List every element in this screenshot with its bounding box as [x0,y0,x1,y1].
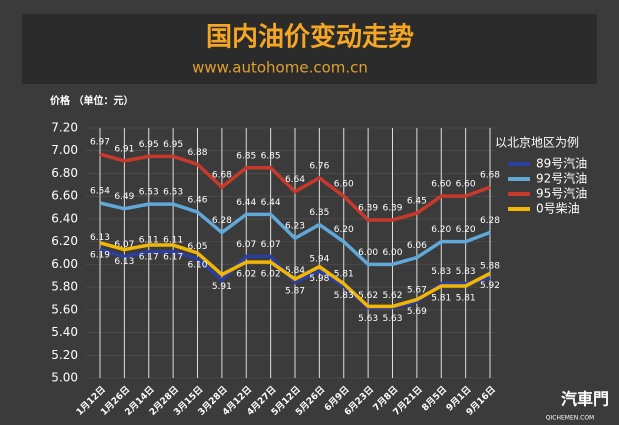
data-label: 6.88 [187,148,207,158]
data-label: 6.02 [261,270,281,280]
data-label: 5.62 [358,291,378,301]
data-label: 6.23 [285,222,305,232]
data-label: 6.28 [480,216,500,226]
data-label: 5.91 [212,282,232,292]
y-tick-label: 5.80 [51,280,78,294]
data-label: 5.88 [480,262,500,272]
y-tick-label: 5.20 [51,348,78,362]
y-axis-label: 价格 （单位：元） [50,94,133,107]
data-label: 6.44 [261,198,281,208]
data-label: 6.91 [114,144,134,154]
data-label: 6.28 [212,216,232,226]
data-label: 5.67 [407,285,427,295]
data-label: 5.83 [456,267,476,277]
chart-subtitle: www.autohome.com.cn [192,59,368,77]
data-label: 6.39 [358,204,378,214]
legend-label: 95号汽油 [536,186,587,201]
legend-label: 0号柴油 [536,202,580,216]
data-label: 6.54 [90,187,110,197]
data-label: 6.07 [114,240,134,250]
data-label: 5.87 [285,287,305,297]
data-label: 6.53 [163,188,183,198]
data-label: 6.11 [139,235,159,245]
data-label: 6.45 [407,197,427,207]
data-label: 6.11 [163,235,183,245]
watermark-sub: QICHEMEN.COM [546,415,594,422]
data-label: 6.00 [358,248,378,258]
watermark: 汽車門 [561,390,609,409]
data-label: 6.05 [187,242,207,252]
data-label: 6.07 [236,240,256,250]
y-tick-label: 5.40 [51,325,78,339]
data-label: 6.19 [90,250,110,260]
legend-title: 以北京地区为例 [495,136,579,150]
data-label: 5.81 [334,269,354,279]
data-label: 6.02 [236,270,256,280]
data-label: 6.20 [334,225,354,235]
data-label: 6.17 [139,253,159,263]
data-label: 6.17 [163,253,183,263]
y-tick-label: 7.20 [51,121,78,135]
y-tick-label: 6.80 [51,166,78,180]
data-label: 5.81 [456,293,476,303]
data-label: 5.62 [382,291,402,301]
data-label: 5.83 [431,267,451,277]
data-label: 6.06 [407,241,427,251]
data-label: 6.53 [139,188,159,198]
data-label: 6.60 [431,180,451,190]
data-label: 5.98 [309,274,329,284]
data-label: 6.13 [90,233,110,243]
series-line [99,152,491,222]
data-label: 6.85 [236,151,256,161]
series-line [99,201,491,267]
data-label: 6.44 [236,198,256,208]
data-label: 6.13 [114,257,134,267]
series-line [99,241,491,309]
data-label: 5.69 [407,307,427,317]
data-label: 6.20 [456,225,476,235]
header-band [22,14,597,84]
y-tick-label: 6.00 [51,257,78,271]
y-tick-label: 7.00 [51,143,78,157]
data-label: 6.00 [382,248,402,258]
data-label: 6.60 [456,180,476,190]
data-label: 6.97 [90,138,110,148]
data-label: 6.68 [212,171,232,181]
data-label: 6.60 [334,180,354,190]
y-tick-label: 6.40 [51,211,78,225]
y-tick-label: 6.20 [51,234,78,248]
y-tick-label: 6.60 [51,189,78,203]
y-tick-label: 5.00 [51,371,78,385]
data-label: 6.46 [187,196,207,206]
legend-label: 89号汽油 [536,156,587,171]
data-label: 6.10 [187,261,207,271]
data-label: 6.95 [139,140,159,150]
data-label: 6.20 [431,225,451,235]
data-label: 6.64 [285,175,305,185]
data-label: 5.63 [358,314,378,324]
data-label: 6.95 [163,140,183,150]
data-label: 5.63 [382,314,402,324]
y-tick-label: 5.60 [51,302,78,316]
data-label: 6.76 [309,162,329,172]
data-label: 6.49 [114,192,134,202]
data-label: 6.39 [382,204,402,214]
data-label: 5.92 [480,281,500,291]
chart-title: 国内油价变动走势 [206,22,414,53]
data-label: 6.68 [480,171,500,181]
legend-label: 92号汽油 [536,171,587,186]
data-label: 5.84 [285,266,305,276]
data-label: 6.85 [261,151,281,161]
data-label: 6.07 [261,240,281,250]
data-label: 5.81 [431,293,451,303]
data-label: 6.35 [309,208,329,218]
data-label: 5.83 [334,291,354,301]
data-label: 5.94 [309,255,329,265]
